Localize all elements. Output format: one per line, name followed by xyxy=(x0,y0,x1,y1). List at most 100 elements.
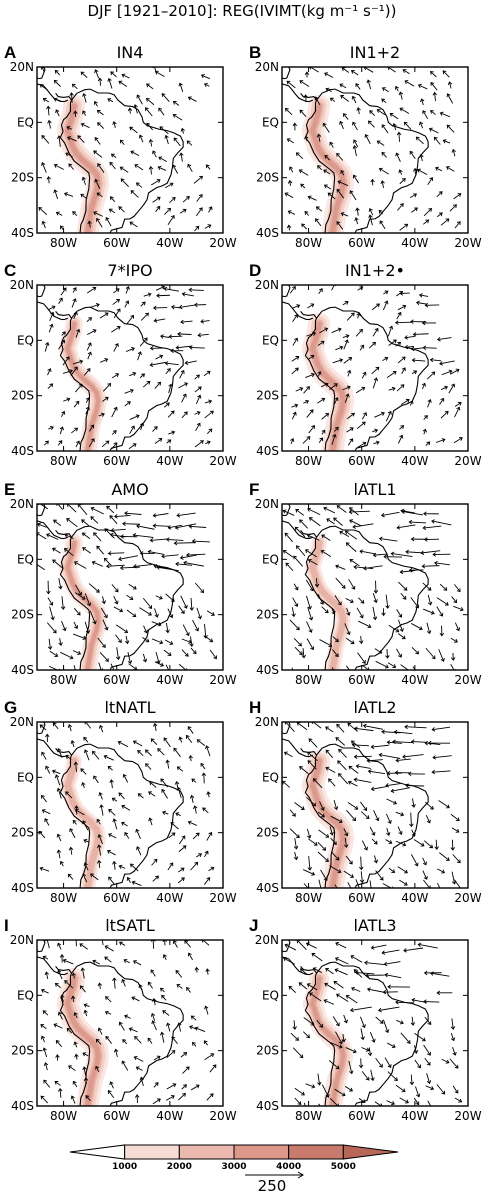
arrow-head xyxy=(156,179,161,183)
arrow-head xyxy=(169,641,174,645)
arrow-head xyxy=(434,846,439,850)
arrow-head xyxy=(40,988,45,993)
vector-arrow xyxy=(436,606,443,617)
vector-arrow xyxy=(396,1019,404,1024)
vector-arrow xyxy=(139,337,148,347)
coastline xyxy=(37,940,46,953)
arrow-head xyxy=(404,724,408,730)
arrow-head xyxy=(52,559,57,564)
panel-frame xyxy=(281,284,469,452)
arrow-head xyxy=(458,1098,463,1103)
vector-arrow xyxy=(410,1074,413,1085)
arrow-head xyxy=(172,164,177,169)
vector-arrow xyxy=(437,337,452,341)
arrow-head xyxy=(312,331,317,336)
vector-arrow xyxy=(334,427,339,432)
vector-arrow xyxy=(46,622,57,634)
arrow-head xyxy=(422,428,427,433)
vector-arrow xyxy=(204,400,212,404)
vector-arrow xyxy=(358,620,371,628)
vector-arrow xyxy=(387,67,396,73)
vector-arrow xyxy=(152,426,158,432)
arrow-head xyxy=(432,755,437,760)
vector-arrow xyxy=(114,515,131,518)
arrow-head xyxy=(175,561,179,567)
arrow-head xyxy=(168,383,173,388)
arrow-head xyxy=(373,590,379,594)
vector-arrow xyxy=(294,851,298,860)
arrow-head xyxy=(57,135,62,139)
arrow-head xyxy=(159,640,164,645)
vector-arrow xyxy=(163,737,171,748)
vector-arrow xyxy=(206,968,209,975)
vector-arrow xyxy=(54,98,62,103)
y-tick-label: EQ xyxy=(17,333,34,347)
vector-arrow xyxy=(317,593,324,605)
x-tick-label: 80W xyxy=(295,1109,322,1123)
arrow-head xyxy=(344,832,349,837)
vector-arrow xyxy=(347,438,353,446)
vector-arrow xyxy=(83,737,89,743)
arrow-head xyxy=(186,668,188,670)
y-tick-label: 20S xyxy=(11,389,34,403)
arrow-head xyxy=(207,224,212,229)
arrow-head xyxy=(118,792,123,797)
arrow-head xyxy=(139,1076,144,1081)
vector-arrow xyxy=(384,1057,392,1068)
arrow-head xyxy=(299,109,304,114)
vector-arrow xyxy=(97,163,105,173)
vector-arrow xyxy=(395,811,404,816)
vector-arrow xyxy=(412,666,416,670)
arrow-head xyxy=(83,749,89,754)
y-tick-label: 40S xyxy=(256,226,279,240)
arrow-head xyxy=(287,210,292,215)
arrow-head xyxy=(147,549,152,555)
vector-arrow xyxy=(129,1028,138,1033)
vector-arrow xyxy=(204,1053,214,1060)
vector-arrow xyxy=(452,149,456,157)
arrow-head xyxy=(453,204,457,209)
vector-arrow xyxy=(290,438,294,445)
arrow-head xyxy=(91,560,96,565)
vector-arrow xyxy=(119,1022,125,1031)
arrow-head xyxy=(307,558,312,563)
vector-arrow xyxy=(150,738,158,746)
arrow-head xyxy=(430,1107,433,1110)
arrow-head xyxy=(411,357,416,363)
vector-arrow xyxy=(79,943,88,950)
arrow-head xyxy=(54,1081,59,1085)
vector-arrow xyxy=(347,882,352,888)
arrow-head xyxy=(38,830,43,835)
vector-arrow xyxy=(95,1066,100,1073)
arrow-head xyxy=(385,655,390,659)
arrow-head xyxy=(187,726,192,730)
arrow-head xyxy=(201,940,206,943)
vector-arrow xyxy=(411,741,428,743)
vector-arrow xyxy=(181,128,184,134)
vector-arrow xyxy=(55,774,61,786)
vector-arrow xyxy=(289,180,291,186)
vector-field xyxy=(282,505,464,670)
arrow-head xyxy=(373,859,379,864)
vector-arrow xyxy=(306,409,314,418)
x-tick-label: 60W xyxy=(348,236,375,250)
vector-arrow xyxy=(140,1077,144,1087)
arrow-head xyxy=(153,722,158,727)
arrow-head xyxy=(297,1101,302,1106)
arrow-head xyxy=(58,440,63,444)
vector-arrow xyxy=(168,832,176,839)
arrow-head xyxy=(295,152,300,157)
vector-arrow xyxy=(331,328,342,333)
vector-arrow xyxy=(332,1016,340,1026)
vector-arrow xyxy=(419,121,424,129)
arrow-head xyxy=(182,393,187,398)
arrow-head xyxy=(54,774,60,779)
arrow-head xyxy=(459,607,464,612)
vector-arrow xyxy=(120,178,129,188)
vector-arrow xyxy=(58,339,65,350)
vector-arrow xyxy=(159,126,169,135)
vector-arrow xyxy=(82,1052,89,1057)
colorbar-label: 5000 xyxy=(331,1162,356,1172)
vector-arrow xyxy=(182,293,194,297)
arrow-head xyxy=(125,300,130,305)
